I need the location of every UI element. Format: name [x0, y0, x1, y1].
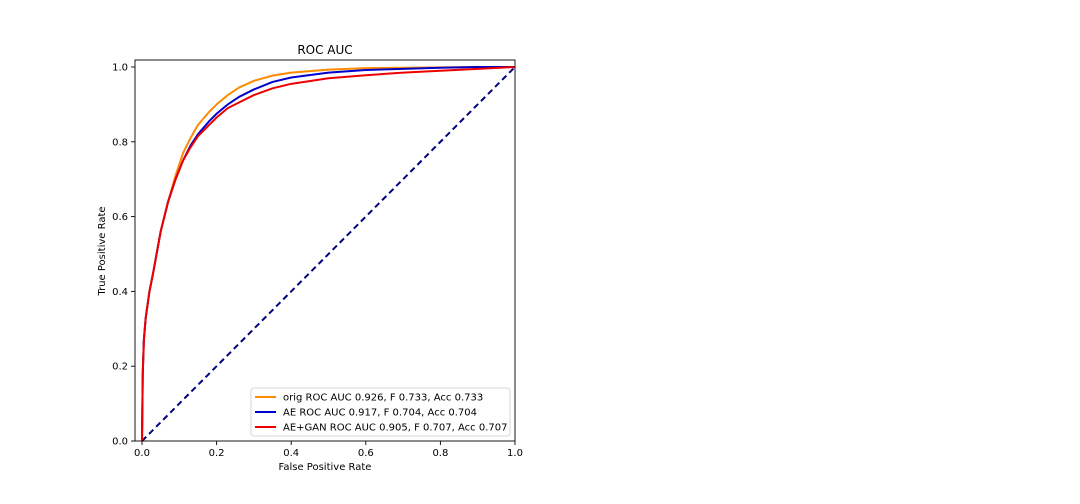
y-tick-label: 1.0 — [112, 63, 128, 74]
x-axis-ticks: 0.0 0.2 0.4 0.6 0.8 1.0 — [134, 441, 523, 459]
legend-box — [250, 387, 511, 437]
reference-diagonal-line — [141, 66, 516, 442]
chart-title: ROC AUC — [297, 43, 352, 57]
plot-frame — [134, 59, 516, 442]
legend: orig ROC AUC 0.926, F 0.733, Acc 0.733 AE… — [250, 387, 511, 437]
legend-label-1: orig ROC AUC 0.926, F 0.733, Acc 0.733 — [283, 393, 483, 404]
legend-entries: orig ROC AUC 0.926, F 0.733, Acc 0.733 AE… — [255, 393, 507, 434]
x-tick-label: 1.0 — [507, 448, 523, 459]
x-axis-label: False Positive Rate — [279, 462, 372, 473]
y-tick-label: 0.4 — [112, 287, 128, 298]
x-tick-label: 0.6 — [358, 448, 374, 459]
x-tick-label: 0.0 — [134, 448, 150, 459]
x-tick-label: 0.8 — [432, 448, 448, 459]
series-line-3 — [141, 66, 516, 442]
y-tick-label: 0.6 — [112, 212, 128, 223]
x-tick-label: 0.4 — [283, 448, 299, 459]
y-tick-label: 0.8 — [112, 137, 128, 148]
y-axis-label: True Positive Rate — [97, 206, 108, 296]
x-tick-label: 0.2 — [209, 448, 225, 459]
y-tick-label: 0.2 — [112, 362, 128, 373]
reference-line-group — [141, 66, 516, 442]
y-tick-label: 0.0 — [112, 437, 128, 448]
y-axis-ticks: 0.0 0.2 0.4 0.6 0.8 1.0 — [112, 63, 135, 448]
legend-label-2: AE ROC AUC 0.917, F 0.704, Acc 0.704 — [283, 408, 477, 419]
series-group — [141, 66, 516, 442]
legend-label-3: AE+GAN ROC AUC 0.905, F 0.707, Acc 0.707 — [283, 423, 507, 434]
